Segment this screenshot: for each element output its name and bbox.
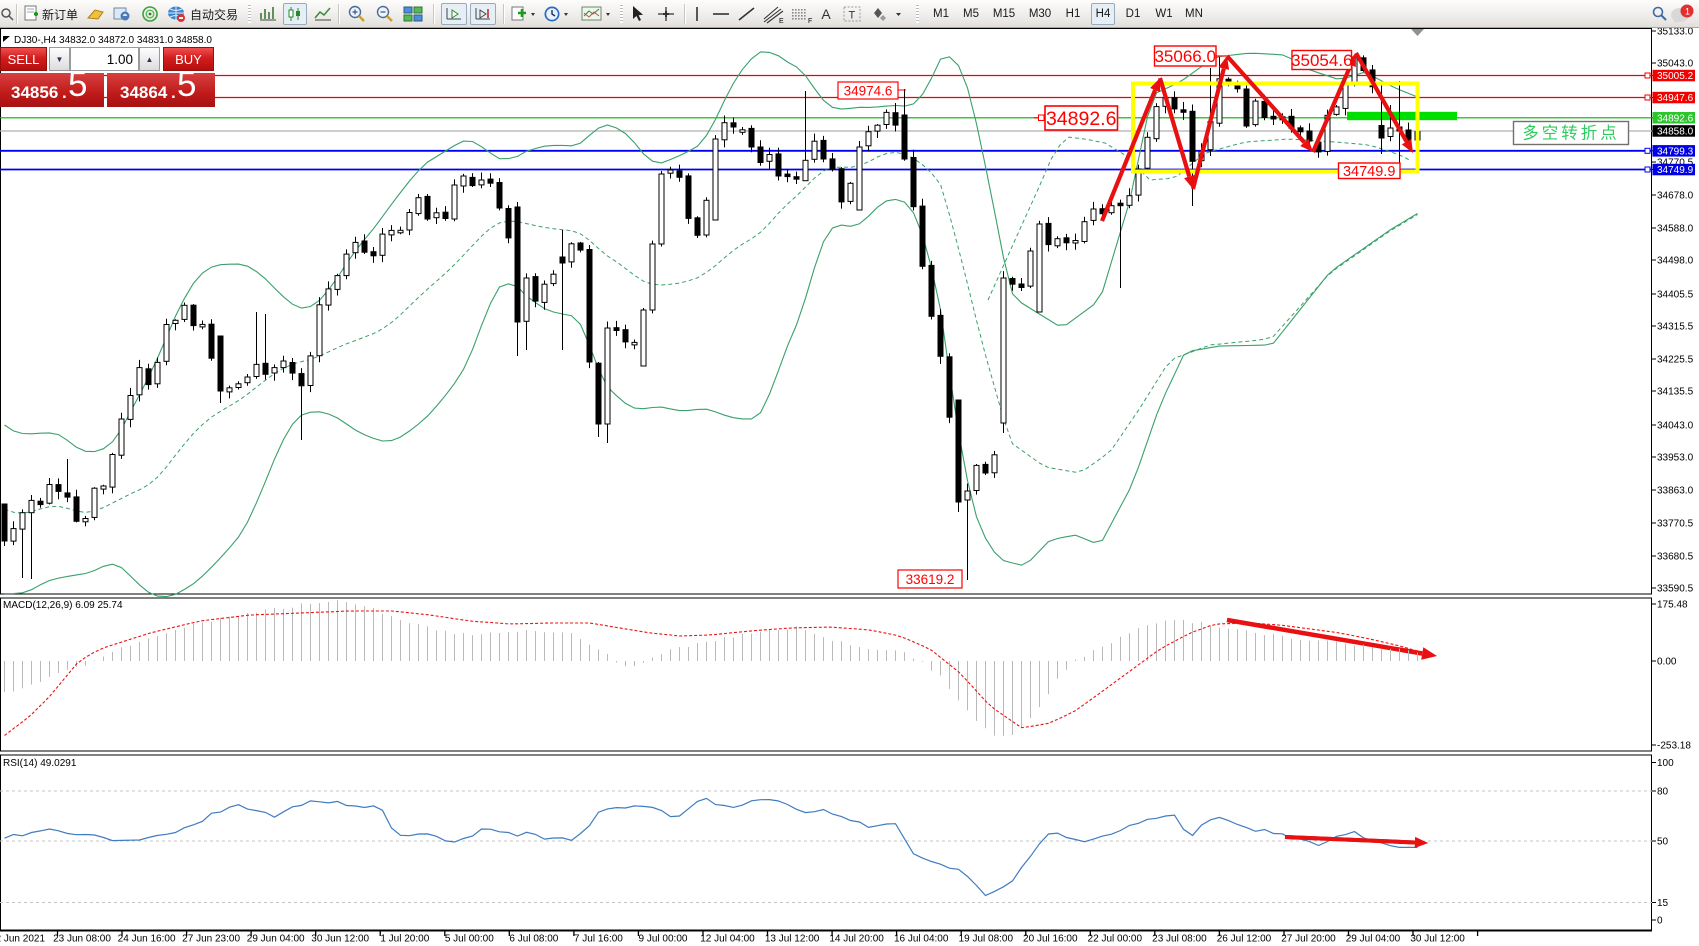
svg-text:30 Jun 12:00: 30 Jun 12:00 [311, 934, 369, 945]
svg-text:35133.0: 35133.0 [1657, 27, 1694, 38]
svg-text:多空转折点: 多空转折点 [1522, 124, 1620, 143]
svg-text:22 Jul 00:00: 22 Jul 00:00 [1088, 934, 1143, 945]
svg-text:15: 15 [1657, 898, 1669, 909]
svg-text:34678.0: 34678.0 [1657, 191, 1694, 202]
svg-text:35005.2: 35005.2 [1657, 71, 1694, 82]
svg-text:29 Jun 04:00: 29 Jun 04:00 [247, 934, 305, 945]
svg-text:34043.0: 34043.0 [1657, 421, 1694, 432]
svg-text:33680.5: 33680.5 [1657, 552, 1694, 563]
svg-text:34892.6: 34892.6 [1657, 113, 1694, 124]
svg-text:5 Jul 00:00: 5 Jul 00:00 [445, 934, 494, 945]
svg-text:34749.9: 34749.9 [1343, 164, 1395, 180]
svg-text:34135.5: 34135.5 [1657, 387, 1694, 398]
svg-text:33953.0: 33953.0 [1657, 453, 1694, 464]
svg-text:MACD(12,26,9) 6.09 25.74: MACD(12,26,9) 6.09 25.74 [3, 600, 123, 611]
svg-text:14 Jul 20:00: 14 Jul 20:00 [829, 934, 884, 945]
svg-text:34225.5: 34225.5 [1657, 355, 1694, 366]
svg-text:34947.6: 34947.6 [1657, 93, 1694, 104]
svg-text:30 Jul 12:00: 30 Jul 12:00 [1410, 934, 1465, 945]
svg-text:34405.5: 34405.5 [1657, 290, 1694, 301]
svg-text:35043.0: 35043.0 [1657, 59, 1694, 70]
svg-text:33863.0: 33863.0 [1657, 486, 1694, 497]
svg-text:E: E [779, 18, 784, 24]
svg-text:100: 100 [1657, 758, 1674, 769]
svg-text:RSI(14) 49.0291: RSI(14) 49.0291 [3, 758, 77, 769]
svg-text:34315.5: 34315.5 [1657, 322, 1694, 333]
svg-text:50: 50 [1657, 837, 1669, 848]
svg-text:35066.0: 35066.0 [1154, 47, 1215, 66]
svg-text:20 Jul 16:00: 20 Jul 16:00 [1023, 934, 1078, 945]
svg-text:12 Jul 04:00: 12 Jul 04:00 [700, 934, 755, 945]
svg-text:-253.18: -253.18 [1657, 741, 1691, 752]
svg-text:13 Jul 12:00: 13 Jul 12:00 [765, 934, 820, 945]
svg-text:23 Jul 08:00: 23 Jul 08:00 [1152, 934, 1207, 945]
svg-text:19 Jul 08:00: 19 Jul 08:00 [959, 934, 1014, 945]
svg-text:F: F [808, 18, 812, 24]
svg-text:80: 80 [1657, 787, 1669, 798]
svg-text:35054.6: 35054.6 [1291, 51, 1352, 70]
svg-text:1: 1 [1685, 7, 1690, 17]
svg-text:33590.5: 33590.5 [1657, 584, 1694, 595]
svg-text:23 Jun 08:00: 23 Jun 08:00 [53, 934, 111, 945]
svg-text:7 Jul 16:00: 7 Jul 16:00 [574, 934, 623, 945]
svg-text:27 Jun 23:00: 27 Jun 23:00 [182, 934, 240, 945]
svg-text:0.00: 0.00 [1657, 657, 1677, 668]
svg-text:175.48: 175.48 [1657, 600, 1688, 611]
svg-text:16 Jul 04:00: 16 Jul 04:00 [894, 934, 949, 945]
svg-text:22 Jun 2021: 22 Jun 2021 [0, 934, 45, 945]
svg-text:29 Jul 04:00: 29 Jul 04:00 [1346, 934, 1401, 945]
svg-text:24 Jun 16:00: 24 Jun 16:00 [118, 934, 176, 945]
svg-text:T: T [849, 10, 856, 22]
svg-text:26 Jul 12:00: 26 Jul 12:00 [1217, 934, 1272, 945]
svg-text:34749.9: 34749.9 [1657, 165, 1694, 176]
svg-text:34799.3: 34799.3 [1657, 146, 1694, 157]
svg-text:27 Jul 20:00: 27 Jul 20:00 [1281, 934, 1336, 945]
svg-text:6 Jul 08:00: 6 Jul 08:00 [509, 934, 558, 945]
svg-text:34858.0: 34858.0 [1657, 127, 1694, 138]
svg-text:9 Jul 00:00: 9 Jul 00:00 [639, 934, 688, 945]
svg-text:33619.2: 33619.2 [906, 572, 955, 587]
svg-text:DJ30-,H4 34832.0 34872.0 3483: DJ30-,H4 34832.0 34872.0 34831.0 34858.0 [14, 35, 212, 46]
svg-text:0: 0 [1657, 916, 1663, 927]
svg-text:1 Jul 20:00: 1 Jul 20:00 [380, 934, 429, 945]
svg-text:34498.0: 34498.0 [1657, 256, 1694, 267]
svg-text:34974.6: 34974.6 [844, 83, 893, 98]
svg-text:34892.6: 34892.6 [1046, 108, 1117, 130]
svg-text:33770.5: 33770.5 [1657, 519, 1694, 530]
svg-text:34770.5: 34770.5 [1657, 158, 1694, 169]
svg-text:34588.0: 34588.0 [1657, 224, 1694, 235]
